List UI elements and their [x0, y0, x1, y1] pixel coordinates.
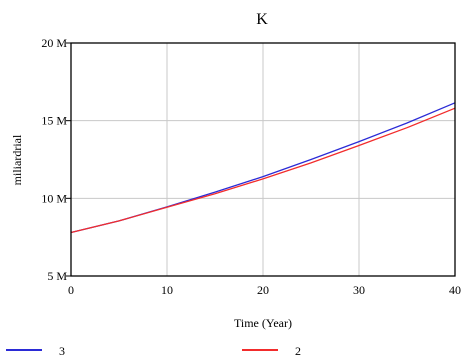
x-axis-label: Time (Year) [234, 316, 292, 330]
x-tick-label: 40 [449, 283, 461, 297]
series-line-2 [70, 107, 456, 234]
y-axis: 5 M 10 M 15 M 20 M [41, 36, 71, 283]
x-tick-label: 0 [68, 283, 74, 297]
x-tick-label: 20 [257, 283, 269, 297]
plot-frame [70, 42, 456, 277]
series-lines [70, 102, 456, 234]
y-tick-label: 20 M [41, 36, 67, 50]
x-tick-label: 30 [353, 283, 365, 297]
legend-label-3: 3 [59, 344, 65, 358]
legend-label-2: 2 [295, 344, 301, 358]
x-tick-label: 10 [161, 283, 173, 297]
y-tick-label: 5 M [47, 269, 67, 283]
grid [71, 43, 455, 276]
y-tick-label: 15 M [41, 114, 67, 128]
x-axis: 0 10 20 30 40 [68, 283, 461, 297]
y-tick-label: 10 M [41, 191, 67, 205]
chart-title: K [256, 11, 268, 28]
y-axis-label: miliardrial [10, 134, 24, 185]
